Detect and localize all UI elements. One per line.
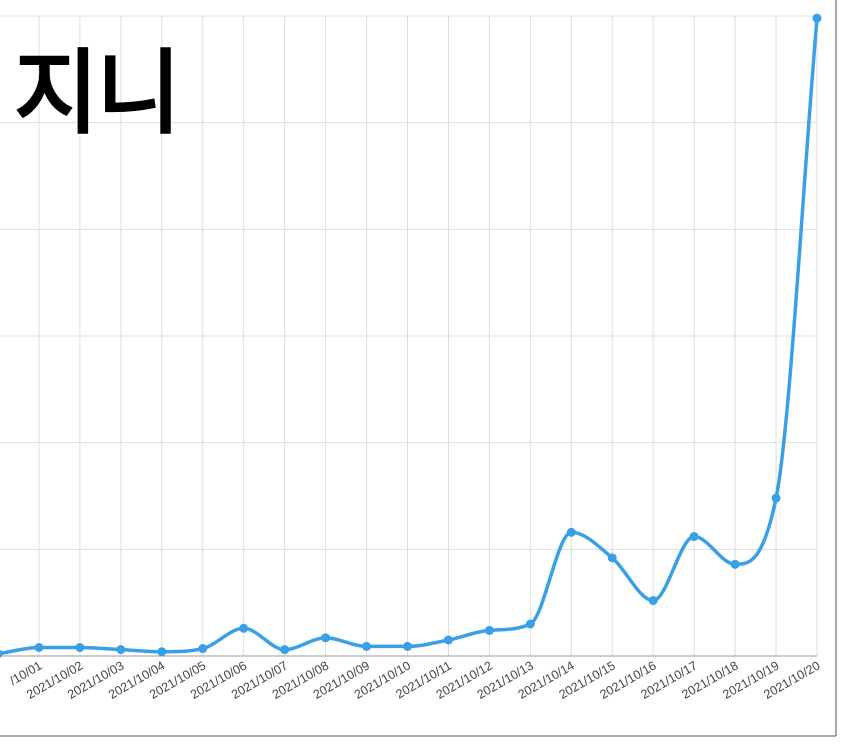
data-point-2021-10-08[interactable] [321,633,331,643]
data-point-2021-10-11[interactable] [443,635,453,645]
data-point-2021-10-13[interactable] [525,619,535,629]
chart-title: 지니 [14,40,181,147]
data-point-2021-10-16[interactable] [648,596,658,606]
data-point-2021-10-19[interactable] [771,493,781,503]
data-point-2021-10-03[interactable] [116,645,126,655]
x-tick-labels: /10/012021/10/022021/10/032021/10/042021… [7,658,822,701]
data-point-2021-09-30[interactable] [0,649,3,658]
data-point-2021-10-18[interactable] [730,559,740,569]
data-point-2021-10-04[interactable] [157,647,167,657]
data-point-2021-10-15[interactable] [607,553,617,563]
data-point-2021-10-12[interactable] [484,625,494,635]
axes [0,0,837,737]
data-point-2021-10-02[interactable] [75,642,85,652]
grid-lines [0,15,818,657]
data-point-2021-10-20[interactable] [812,13,822,23]
data-point-2021-10-05[interactable] [198,644,208,654]
data-points [0,13,822,658]
data-point-2021-10-07[interactable] [280,645,290,655]
data-point-2021-10-14[interactable] [566,527,576,537]
data-point-2021-10-10[interactable] [403,641,412,651]
data-point-2021-10-17[interactable] [689,532,699,542]
data-point-2021-10-01[interactable] [34,642,44,652]
data-point-2021-10-09[interactable] [362,641,372,651]
data-point-2021-10-06[interactable] [239,623,249,633]
